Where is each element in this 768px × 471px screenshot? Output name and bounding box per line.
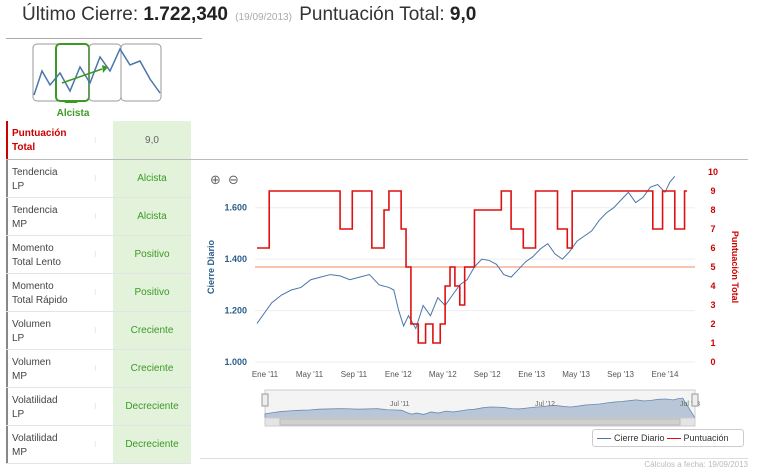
y-right-tick: 0 [710,357,715,367]
indicator-row: Tendencia MP ⁝ Alcista [6,198,191,236]
indicator-label: Momento Total Rápido [6,274,113,311]
info-icon[interactable]: ⁝ [94,212,97,221]
y-right-tick: 4 [710,281,715,291]
last-close-label: Último Cierre: [22,4,144,25]
info-icon[interactable]: ⁝ [94,326,97,335]
indicator-row: Tendencia LP ⁝ Alcista [6,160,191,198]
navigator-label: Jul '13 [680,401,700,408]
trend-sparkline [33,47,161,96]
x-tick-label: Ene '12 [385,370,412,379]
legend-label-close: Cierre Diario [614,433,665,443]
indicator-row: Volumen LP ⁝ Creciente [6,312,191,350]
page-header: Último Cierre: 1.722,340 (19/09/2013) Pu… [22,4,476,30]
trend-arrow-head [102,65,108,73]
x-tick-label: May '11 [296,370,324,379]
legend-item-close[interactable]: Cierre Diario [597,433,665,443]
navigator-handle-right[interactable] [691,393,699,407]
indicator-value: Positivo [113,236,191,273]
trend-box-bearish2[interactable] [120,43,162,102]
y-right-tick: 7 [710,224,715,234]
legend-item-score[interactable]: Puntuación [666,433,729,443]
trend-label: Alcista [56,108,90,119]
x-tick-label: Ene '11 [252,370,279,379]
y-left-axis-label: Cierre Diario [206,239,216,294]
info-icon[interactable]: ⁝ [94,288,97,297]
indicator-row: Momento Total Rápido ⁝ Positivo [6,274,191,312]
indicator-row: Volatilidad MP ⁝ Decreciente [6,426,191,464]
indicator-label: Tendencia LP [6,160,113,197]
total-score-value: 9,0 [449,4,477,25]
y-right-tick: 8 [710,205,715,215]
navigator-handle-left[interactable] [261,393,269,407]
indicator-row: Volumen MP ⁝ Creciente [6,350,191,388]
legend-swatch-blue [597,437,611,439]
info-icon[interactable]: ⁝ [94,440,97,449]
trend-arrow-line [61,68,103,84]
y-right-tick: 10 [708,167,718,177]
legend-label-score: Puntuación [683,433,729,443]
indicator-value: Decreciente [113,388,191,425]
info-icon[interactable]: ⁝ [94,364,97,373]
divider [200,458,748,459]
indicator-label: Volatilidad MP [6,426,113,463]
info-icon[interactable]: ⁝ [94,174,97,183]
score-value: 9,0 [113,121,191,159]
navigator-area [264,397,696,419]
chart[interactable]: 1.000 1.200 1.400 1.600 0 1 2 3 4 5 6 7 8 9 10 Cierre D… [200,162,748,462]
navigator-label: Jul '12 [535,401,555,408]
legend-swatch-red [666,437,681,439]
divider [6,38,202,39]
y-left-tick: 1.400 [224,254,247,264]
indicator-row: Volatilidad LP ⁝ Decreciente [6,388,191,426]
y-left-tick: 1.200 [224,306,247,316]
x-tick-label: Sep '12 [474,370,501,379]
indicator-label: Volatilidad LP [6,388,113,425]
divider [6,159,748,160]
y-right-axis-label: Puntuación Total [730,231,740,303]
last-close-value: 1.722,340 [143,4,228,25]
indicator-label: Momento Total Lento [6,236,113,273]
zoom-out-icon[interactable]: ⊖ [228,172,239,187]
trend-pointer-icon [63,101,79,103]
footer-text: Cálculos a fecha: 19/09/2013 [644,460,748,469]
y-right-tick: 5 [710,262,715,272]
score-row: Puntuación Total ⁝ 9,0 [6,121,191,159]
x-tick-label: Sep '11 [341,370,368,379]
info-icon[interactable]: ⁝ [94,402,97,411]
y-right-tick: 9 [710,186,715,196]
y-left-tick: 1.600 [224,203,247,213]
x-tick-label: May '12 [429,370,457,379]
y-right-tick: 2 [710,319,715,329]
y-left-tick: 1.000 [224,357,247,367]
indicator-value: Creciente [113,312,191,349]
x-tick-label: Sep '13 [607,370,634,379]
score-label: Puntuación Total [6,121,113,159]
indicator-label: Tendencia MP [6,198,113,235]
indicator-row: Momento Total Lento ⁝ Positivo [6,236,191,274]
info-icon[interactable]: ⁝ [94,250,97,259]
trend-selector [32,43,162,103]
x-tick-label: May '13 [562,370,590,379]
indicator-value: Creciente [113,350,191,387]
indicator-value: Decreciente [113,426,191,463]
score-series-line [257,190,687,344]
y-right-tick: 3 [710,300,715,310]
x-tick-label: Ene '14 [652,370,679,379]
indicator-value: Alcista [113,198,191,235]
price-series-line [256,176,676,330]
indicator-label: Volumen MP [6,350,113,387]
close-date: (19/09/2013) [235,12,292,23]
chart-legend: Cierre Diario Puntuación [592,429,744,447]
total-score-label: Puntuación Total: [299,4,450,25]
y-right-tick: 6 [710,243,715,253]
y-right-tick: 1 [710,338,715,348]
zoom-in-icon[interactable]: ⊕ [210,172,221,187]
x-tick-label: Ene '13 [518,370,545,379]
indicator-value: Alcista [113,160,191,197]
navigator-label: Jul '11 [390,401,410,408]
info-icon[interactable]: ⁝ [94,135,97,145]
indicator-label: Volumen LP [6,312,113,349]
scrollbar-thumb[interactable] [279,418,681,426]
indicator-value: Positivo [113,274,191,311]
